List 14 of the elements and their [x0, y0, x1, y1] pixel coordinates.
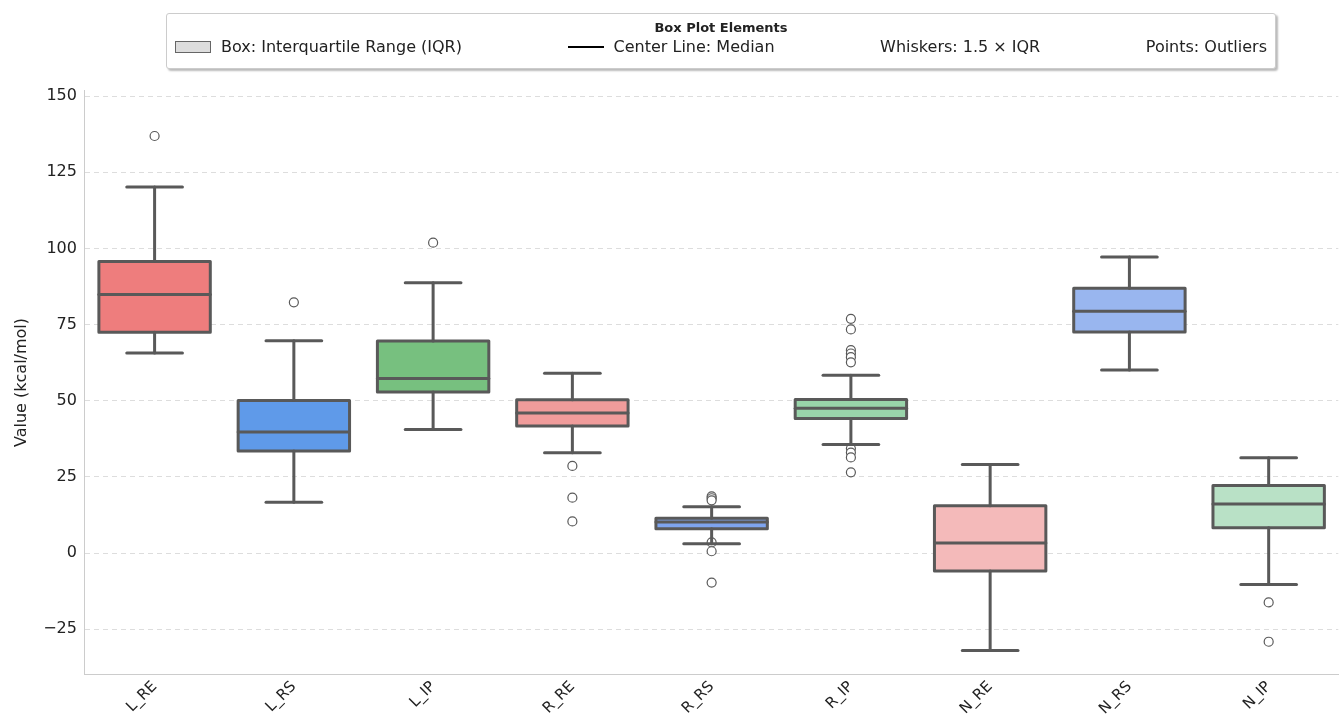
- y-tick-label: 100: [46, 237, 77, 257]
- legend-title: Box Plot Elements: [653, 20, 789, 35]
- y-tick-label: 50: [56, 389, 77, 409]
- y-tick-label: 150: [46, 85, 77, 105]
- y-tick-label: 75: [56, 313, 77, 333]
- y-tick-label: 125: [46, 161, 77, 181]
- y-axis-title: Value (kcal/mol): [10, 317, 30, 447]
- y-tick-label: −25: [43, 618, 77, 638]
- text: Points: Outliers: [1145, 37, 1267, 56]
- y-tick-label: 25: [56, 466, 77, 486]
- text: Center Line: Median: [613, 37, 775, 56]
- text: Whiskers: 1.5 × IQR: [880, 37, 1041, 56]
- y-tick-label: 0: [66, 542, 77, 562]
- text: Box: Interquartile Range (IQR): [221, 37, 462, 56]
